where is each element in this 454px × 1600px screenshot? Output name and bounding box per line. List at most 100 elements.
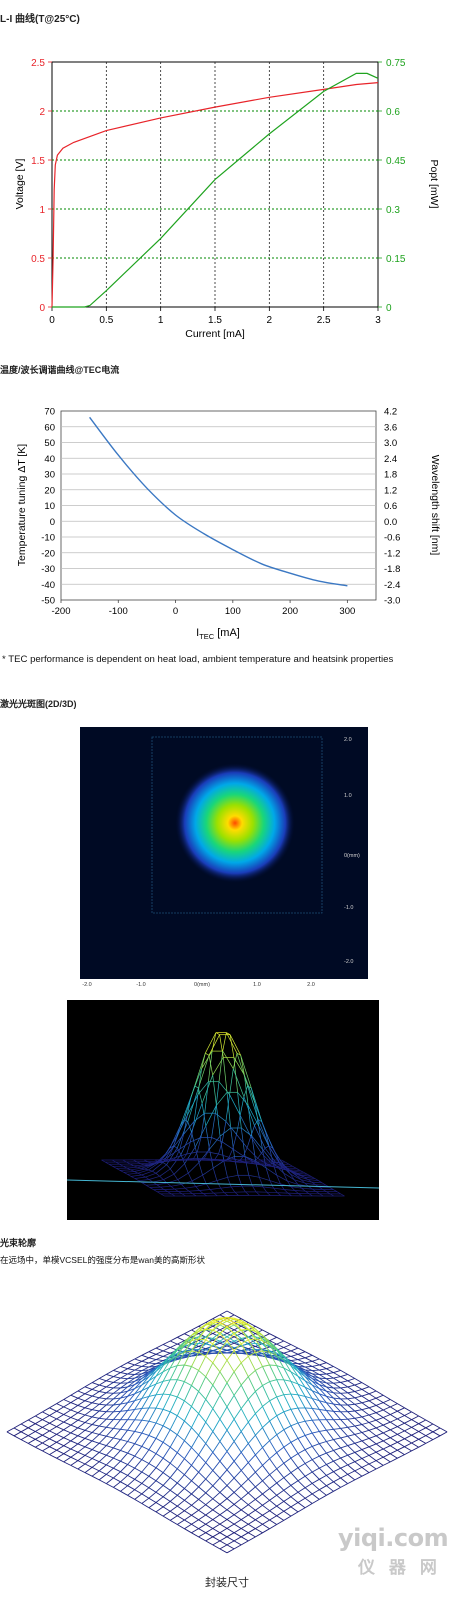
beam-profile-mesh-line [91, 1470, 100, 1477]
beam-profile-mesh-line [98, 1474, 107, 1481]
beam-profile-mesh-line [42, 1446, 50, 1452]
beam-profile-mesh-line [148, 1497, 157, 1503]
beam-profile-mesh-line [177, 1510, 185, 1517]
beam-profile-mesh-line [326, 1390, 334, 1399]
beam-profile-mesh-line [226, 1548, 235, 1554]
beam-profile-mesh-line [198, 1376, 207, 1392]
spot-3d-mesh-line [198, 1162, 203, 1176]
beam-profile-mesh-line [297, 1480, 306, 1489]
spot-3d-mesh-line [115, 1161, 120, 1165]
beam-profile-mesh-line [212, 1477, 221, 1487]
beam-profile-mesh-line [375, 1419, 384, 1426]
beam-profile-mesh-line [120, 1395, 128, 1399]
beam-profile-mesh-line [240, 1355, 249, 1364]
beam-profile-mesh-line [234, 1321, 242, 1324]
beam-profile-mesh-line [262, 1420, 270, 1428]
beam-profile-mesh-line [176, 1420, 185, 1435]
beam-profile-mesh-line [141, 1386, 150, 1392]
beam-profile-mesh-line [340, 1380, 348, 1383]
beam-profile-mesh-line [91, 1442, 100, 1450]
beam-profile-mesh-line [120, 1395, 128, 1405]
spot-3d-mesh-line [241, 1185, 246, 1193]
spot-3d-mesh-line [283, 1189, 289, 1194]
spot-3d-mesh-line [203, 1151, 209, 1159]
beam-profile-mesh-line [198, 1434, 207, 1444]
li-chart: 0 0.5 1 1.5 2 2.5 3 00.511.522.5 00.150.30.450… [14, 58, 440, 340]
beam-profile-mesh-line [290, 1355, 299, 1361]
spot-3d-mesh-line [248, 1174, 260, 1178]
beam-profile-mesh-line [361, 1446, 370, 1451]
beam-profile-mesh-line [390, 1410, 398, 1415]
beam-profile-mesh-line [70, 1440, 79, 1445]
spot-3d-mesh-line [234, 1191, 239, 1196]
beam-profile-mesh-line [49, 1410, 57, 1416]
beam-profile-mesh-line [99, 1451, 107, 1456]
spot-2d-x-tick-label: -1.0 [136, 982, 145, 988]
spot-3d-mesh-line [197, 1068, 202, 1095]
spot-3d-mesh-line [172, 1136, 178, 1148]
spot-3d-mesh-line [250, 1136, 262, 1154]
beam-profile-mesh-line [240, 1408, 249, 1423]
beam-profile-mesh-line [113, 1366, 121, 1371]
beam-profile-mesh-line [283, 1340, 292, 1345]
beam-profile-mesh-line [91, 1382, 100, 1386]
spot-3d-mesh-line [235, 1161, 247, 1164]
beam-profile-mesh-line [290, 1496, 299, 1503]
beam-profile-mesh-line [283, 1344, 292, 1348]
beam-profile-mesh-line [92, 1416, 100, 1419]
beam-profile-mesh-line [127, 1374, 135, 1380]
beam-profile-mesh-line [297, 1497, 306, 1503]
beam-profile-mesh-line [318, 1455, 327, 1465]
beam-profile-mesh-line [255, 1464, 263, 1473]
spot-3d-mesh-line [246, 1147, 258, 1159]
beam-profile-mesh-line [347, 1374, 356, 1379]
beam-profile-mesh-line [226, 1528, 235, 1534]
beam-profile-mesh-line [382, 1456, 391, 1463]
beam-profile-mesh-line [42, 1407, 50, 1413]
beam-profile-mesh-line [212, 1504, 221, 1511]
beam-profile-mesh-line [177, 1482, 185, 1489]
spot-3d-mesh-line [167, 1191, 172, 1195]
beam-profile-mesh-line [106, 1454, 114, 1459]
spot-3d-mesh-line [289, 1169, 301, 1171]
spot-3d-mesh-line [199, 1190, 204, 1194]
beam-profile-mesh-line [248, 1342, 256, 1345]
beam-profile-mesh-line [205, 1478, 214, 1487]
beam-profile-mesh-line [27, 1415, 36, 1421]
beam-profile-mesh-line [247, 1471, 256, 1480]
beam-profile-mesh-line [432, 1423, 441, 1429]
spot-3d-mesh-line [252, 1185, 257, 1193]
spot-3d-mesh-line [184, 1163, 189, 1174]
beam-profile-mesh-line [254, 1413, 263, 1428]
beam-profile-mesh-line [255, 1342, 263, 1345]
beam-profile-mesh-line [233, 1408, 242, 1420]
beam-profile-mesh-line [276, 1365, 285, 1381]
beam-profile-mesh-line [368, 1468, 377, 1474]
beam-profile-image [6, 1310, 448, 1554]
beam-profile-mesh-line [319, 1408, 327, 1411]
beam-profile-mesh-line [297, 1420, 306, 1424]
beam-profile-mesh-line [312, 1398, 320, 1402]
beam-profile-mesh-line [198, 1492, 207, 1500]
beam-profile-mesh-line [368, 1412, 377, 1416]
beam-profile-mesh-line [319, 1441, 327, 1445]
beam-profile-mesh-line [262, 1447, 270, 1459]
beam-profile-mesh-line [326, 1390, 334, 1394]
beam-profile-mesh-line [276, 1349, 285, 1361]
li-y-right-ticks: 00.150.30.450.60.75 [378, 58, 406, 314]
beam-profile-mesh-line [340, 1457, 349, 1466]
beam-profile-mesh-line [333, 1377, 341, 1383]
spot-3d-mesh-line [170, 1168, 175, 1175]
beam-profile-mesh-line [347, 1425, 355, 1428]
beam-profile-mesh-line [354, 1382, 363, 1386]
spot-3d-mesh-line [240, 1055, 245, 1076]
spot-3d-mesh-line [166, 1182, 172, 1187]
beam-profile-mesh-line [155, 1438, 164, 1443]
beam-profile-mesh-line [127, 1400, 136, 1411]
spot-3d-mesh-line [251, 1135, 263, 1150]
beam-profile-mesh-line [113, 1439, 121, 1449]
spot-3d-mesh-line [262, 1186, 267, 1193]
beam-profile-mesh-line [198, 1536, 206, 1542]
beam-profile-mesh-line [198, 1323, 207, 1332]
beam-profile-mesh-line [304, 1475, 313, 1484]
